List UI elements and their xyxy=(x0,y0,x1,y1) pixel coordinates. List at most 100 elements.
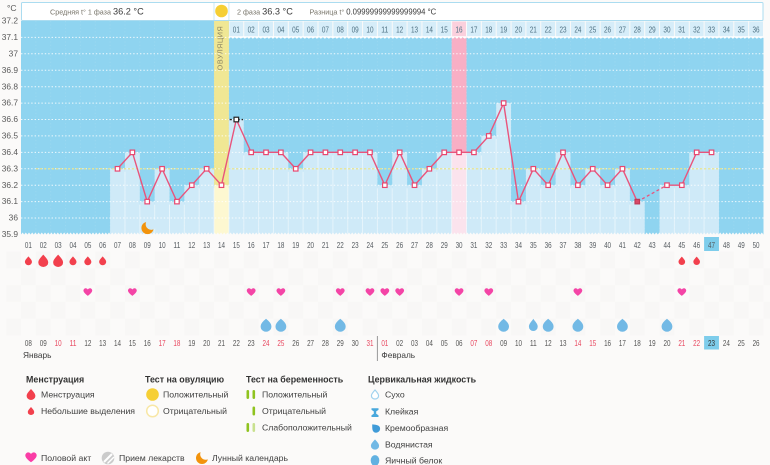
svg-text:23: 23 xyxy=(708,338,715,348)
svg-text:04: 04 xyxy=(426,338,433,348)
svg-text:26: 26 xyxy=(604,25,611,35)
svg-text:21: 21 xyxy=(530,25,537,35)
svg-text:08: 08 xyxy=(485,338,492,348)
svg-text:13: 13 xyxy=(411,25,418,35)
svg-text:Водянистая: Водянистая xyxy=(385,440,433,450)
svg-text:20: 20 xyxy=(307,240,314,250)
svg-text:25: 25 xyxy=(589,25,596,35)
svg-text:03: 03 xyxy=(55,240,62,250)
svg-text:36.7: 36.7 xyxy=(2,98,19,108)
svg-text:28: 28 xyxy=(322,338,329,348)
svg-text:Клейкая: Клейкая xyxy=(385,407,419,417)
svg-text:14: 14 xyxy=(574,338,581,348)
svg-text:Прием лекарств: Прием лекарств xyxy=(119,453,185,463)
svg-text:18: 18 xyxy=(277,240,284,250)
svg-text:30: 30 xyxy=(352,338,359,348)
svg-text:35: 35 xyxy=(738,25,745,35)
svg-text:47: 47 xyxy=(708,240,715,250)
svg-text:05: 05 xyxy=(292,25,299,35)
svg-text:37: 37 xyxy=(560,240,567,250)
svg-text:Январь: Январь xyxy=(23,350,51,360)
svg-text:09: 09 xyxy=(40,338,47,348)
svg-text:18: 18 xyxy=(485,25,492,35)
svg-text:13: 13 xyxy=(203,240,210,250)
svg-text:22: 22 xyxy=(545,25,552,35)
svg-text:25: 25 xyxy=(277,338,284,348)
svg-text:18: 18 xyxy=(173,338,180,348)
svg-text:Положительный: Положительный xyxy=(262,390,328,400)
svg-text:20: 20 xyxy=(663,338,670,348)
svg-text:17: 17 xyxy=(159,338,166,348)
svg-text:19: 19 xyxy=(649,338,656,348)
svg-text:Разница t° 0.09999999999999994: Разница t° 0.09999999999999994 °C xyxy=(310,7,437,17)
svg-text:50: 50 xyxy=(753,240,760,250)
svg-text:Положительный: Положительный xyxy=(163,390,229,400)
svg-text:36: 36 xyxy=(9,213,19,223)
svg-text:36.5: 36.5 xyxy=(2,131,19,141)
svg-text:17: 17 xyxy=(263,240,270,250)
svg-text:29: 29 xyxy=(337,338,344,348)
svg-text:36.9: 36.9 xyxy=(2,65,19,75)
svg-text:19: 19 xyxy=(500,25,507,35)
svg-text:41: 41 xyxy=(619,240,626,250)
svg-text:36.8: 36.8 xyxy=(2,81,19,91)
svg-text:31: 31 xyxy=(366,338,373,348)
svg-text:33: 33 xyxy=(708,25,715,35)
svg-text:37.1: 37.1 xyxy=(2,32,19,42)
svg-text:06: 06 xyxy=(456,338,463,348)
svg-text:33: 33 xyxy=(500,240,507,250)
svg-text:14: 14 xyxy=(218,240,225,250)
svg-text:14: 14 xyxy=(114,338,121,348)
svg-text:11: 11 xyxy=(530,338,537,348)
svg-text:21: 21 xyxy=(322,240,329,250)
svg-text:10: 10 xyxy=(159,240,166,250)
svg-text:Отрицательный: Отрицательный xyxy=(262,406,326,416)
svg-text:46: 46 xyxy=(693,240,700,250)
svg-text:01: 01 xyxy=(233,25,240,35)
svg-text:Тест на овуляцию: Тест на овуляцию xyxy=(145,375,225,385)
svg-text:24: 24 xyxy=(574,25,581,35)
svg-text:35: 35 xyxy=(530,240,537,250)
svg-text:26: 26 xyxy=(753,338,760,348)
svg-text:Менструация: Менструация xyxy=(26,375,84,385)
svg-text:24: 24 xyxy=(723,338,730,348)
svg-text:13: 13 xyxy=(99,338,106,348)
svg-text:36: 36 xyxy=(753,25,760,35)
svg-text:12: 12 xyxy=(545,338,552,348)
svg-text:15: 15 xyxy=(129,338,136,348)
svg-text:43: 43 xyxy=(649,240,656,250)
svg-text:01: 01 xyxy=(25,240,32,250)
svg-text:25: 25 xyxy=(738,338,745,348)
svg-text:29: 29 xyxy=(649,25,656,35)
svg-text:07: 07 xyxy=(114,240,121,250)
svg-text:15: 15 xyxy=(589,338,596,348)
svg-text:09: 09 xyxy=(500,338,507,348)
svg-text:28: 28 xyxy=(426,240,433,250)
svg-text:34: 34 xyxy=(723,25,730,35)
svg-text:Слабоположительный: Слабоположительный xyxy=(262,423,352,433)
svg-text:17: 17 xyxy=(619,338,626,348)
svg-text:45: 45 xyxy=(678,240,685,250)
svg-text:02: 02 xyxy=(40,240,47,250)
svg-text:Сухо: Сухо xyxy=(385,390,405,400)
svg-text:Половой акт: Половой акт xyxy=(41,453,91,463)
svg-text:24: 24 xyxy=(366,240,373,250)
svg-text:38: 38 xyxy=(574,240,581,250)
svg-text:15: 15 xyxy=(233,240,240,250)
svg-text:09: 09 xyxy=(352,25,359,35)
svg-text:10: 10 xyxy=(55,338,62,348)
svg-text:23: 23 xyxy=(248,338,255,348)
svg-text:10: 10 xyxy=(515,338,522,348)
svg-text:18: 18 xyxy=(634,338,641,348)
svg-text:21: 21 xyxy=(218,338,225,348)
svg-text:16: 16 xyxy=(604,338,611,348)
svg-text:12: 12 xyxy=(84,338,91,348)
svg-text:03: 03 xyxy=(411,338,418,348)
svg-text:15: 15 xyxy=(441,25,448,35)
svg-text:04: 04 xyxy=(69,240,76,250)
svg-text:11: 11 xyxy=(173,240,180,250)
svg-text:26: 26 xyxy=(396,240,403,250)
svg-text:16: 16 xyxy=(248,240,255,250)
svg-text:23: 23 xyxy=(559,25,566,35)
svg-text:36.2: 36.2 xyxy=(2,180,19,190)
